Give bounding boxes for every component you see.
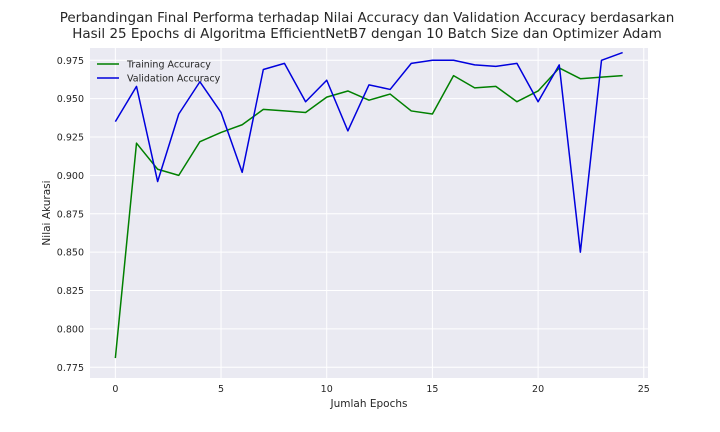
y-axis-label: Nilai Akurasi [41, 180, 53, 245]
x-tick-label: 25 [638, 384, 650, 395]
chart-title-line2: Hasil 25 Epochs di Algoritma EfficientNe… [72, 26, 662, 42]
x-tick-label: 20 [532, 384, 544, 395]
series-lines [114, 51, 623, 359]
y-tick-label: 0.775 [57, 363, 84, 374]
y-tick-label: 0.875 [57, 209, 84, 220]
gridlines [90, 48, 648, 378]
y-tick-label: 0.975 [57, 56, 84, 67]
series-line-training-accuracy [114, 67, 623, 359]
x-axis-ticks: 0 5 10 15 20 25 [112, 384, 649, 395]
x-tick-label: 0 [112, 384, 118, 395]
legend-label: Training Accuracy [126, 60, 211, 71]
y-tick-label: 0.800 [57, 324, 84, 335]
series-line-validation-accuracy [114, 51, 623, 253]
y-tick-label: 0.850 [57, 248, 84, 259]
y-tick-label: 0.825 [57, 286, 84, 297]
plot-area [90, 48, 648, 378]
x-tick-label: 15 [426, 384, 438, 395]
y-axis-ticks: 0.775 0.800 0.825 0.850 0.875 0.900 0.925 0.950… [57, 56, 84, 374]
x-tick-label: 10 [321, 384, 333, 395]
legend-label: Validation Accuracy [127, 74, 221, 85]
legend: Training Accuracy Validation Accuracy [97, 60, 221, 85]
y-tick-label: 0.950 [57, 94, 84, 105]
y-tick-label: 0.925 [57, 133, 84, 144]
chart-title-line1: Perbandingan Final Performa terhadap Nil… [60, 10, 675, 26]
y-tick-label: 0.900 [57, 171, 84, 182]
x-axis-label: Jumlah Epochs [330, 398, 408, 410]
x-tick-label: 5 [218, 384, 224, 395]
